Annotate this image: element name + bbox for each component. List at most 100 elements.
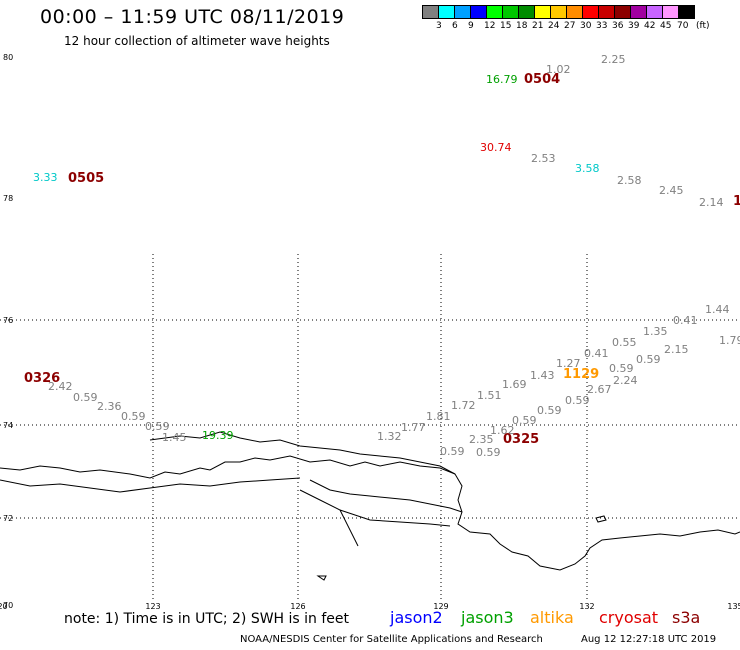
scale-label: 21	[532, 21, 544, 31]
wave-height-label: 2.42	[48, 380, 73, 393]
lat-tick-label: 72	[3, 514, 13, 523]
legend-jason3: jason3	[461, 608, 514, 627]
scale-label: 3	[436, 21, 442, 31]
lat-tick-label: 78	[3, 194, 13, 203]
wave-height-label: 0.59	[537, 404, 562, 417]
lon-tick-label: 135	[727, 602, 740, 611]
scale-label: 70	[677, 21, 689, 31]
wave-height-label: 0.59	[121, 410, 146, 423]
wave-height-label: 1.51	[477, 389, 502, 402]
graticule: 120 123 126 129 132 135 80 78 76 74 72 70	[0, 53, 740, 611]
wave-height-label: 1.72	[451, 399, 476, 412]
wave-height-label: 16.79	[486, 73, 518, 86]
wave-height-label: 2.45	[659, 184, 684, 197]
wave-height-label: 0504	[524, 72, 560, 87]
lat-tick-label: 70	[3, 601, 13, 610]
wave-height-label: 2.36	[97, 400, 122, 413]
wave-height-label: 1143	[733, 194, 740, 209]
wave-height-label: 1.32	[377, 430, 402, 443]
coastline-west	[0, 477, 301, 493]
wave-height-label: 0.55	[612, 336, 637, 349]
wave-height-label: 3.33	[33, 171, 58, 184]
wave-height-label: 0.59	[609, 362, 634, 375]
lat-tick-label: 80	[3, 53, 13, 62]
wave-height-label: 0.59	[73, 391, 98, 404]
scale-label: 27	[564, 21, 576, 31]
scale-label: 6	[452, 21, 458, 31]
scale-label: 42	[644, 21, 656, 31]
wave-height-label: 19.39	[202, 429, 234, 442]
wave-height-label: 1.35	[643, 325, 668, 338]
wave-height-label: 2.15	[664, 343, 689, 356]
wave-height-label: 2.24	[613, 374, 638, 387]
coastline-mainland	[0, 455, 740, 571]
scale-label: 39	[628, 21, 640, 31]
scale-label: 36	[612, 21, 624, 31]
legend-jason2: jason2	[390, 608, 443, 627]
wave-height-labels: 16.79 1.02 2.25 0504 30.74 2.53 3.58 2.58 2.45 2.…	[24, 53, 740, 459]
wave-height-label: 0.59	[512, 414, 537, 427]
wave-height-label: 0505	[68, 171, 104, 186]
lat-tick-label: 74	[3, 421, 13, 430]
scale-label: 12	[484, 21, 496, 31]
generated-timestamp: Aug 12 12:27:18 UTC 2019	[581, 634, 717, 645]
legend-altika: altika	[530, 608, 574, 627]
map-title: 00:00 – 11:59 UTC 08/11/2019	[40, 6, 345, 28]
wave-height-label: 2.53	[531, 152, 556, 165]
legend-s3a: s3a	[672, 608, 701, 627]
scale-label: 9	[468, 21, 474, 31]
wave-height-label: 3.58	[575, 162, 600, 175]
island	[316, 515, 607, 581]
wave-height-label: 1.02	[546, 63, 571, 76]
wave-height-label: 0326	[24, 371, 60, 386]
wave-height-label: 2.67	[587, 383, 612, 396]
wave-height-label: 1.27	[556, 357, 581, 370]
scale-label: 33	[596, 21, 608, 31]
scale-swatch	[678, 5, 695, 19]
scale-label: 30	[580, 21, 592, 31]
wave-height-label: 0.59	[565, 394, 590, 407]
legend-cryosat: cryosat	[599, 608, 659, 627]
wave-height-label: 1.79	[719, 334, 740, 347]
scale-label: (ft)	[696, 21, 710, 31]
wave-height-label: 0.41	[673, 314, 698, 327]
wave-height-label: 0.59	[145, 420, 170, 433]
wave-height-label: 0.59	[476, 446, 501, 459]
coastline-bay	[299, 479, 463, 547]
wave-height-label: 1.69	[502, 378, 527, 391]
wave-height-label: 1.43	[530, 369, 555, 382]
wave-height-label: 1.45	[162, 431, 187, 444]
footer-note: note: 1) Time is in UTC; 2) SWH is in fe…	[64, 611, 350, 627]
wave-height-label: 1.62	[490, 424, 515, 437]
wave-height-label: 2.58	[617, 174, 642, 187]
lat-tick-label: 76	[3, 316, 13, 325]
color-scale-bar	[422, 5, 695, 19]
lon-tick-label: 123	[145, 602, 160, 611]
coastline-peninsula	[149, 431, 456, 475]
wave-height-label: 0.59	[440, 445, 465, 458]
lon-tick-label: 126	[290, 602, 305, 611]
scale-label: 45	[660, 21, 672, 31]
credit-line: NOAA/NESDIS Center for Satellite Applica…	[240, 634, 543, 645]
wave-height-label: 30.74	[480, 141, 512, 154]
coastline	[0, 431, 740, 581]
wave-height-label: 2.35	[469, 433, 494, 446]
color-scale-labels: 3 6 9 12 15 18 21 24 27 30 33 36 39 42 45 70 (ft)	[422, 21, 740, 35]
wave-height-label: 1.81	[426, 410, 451, 423]
scale-label: 24	[548, 21, 560, 31]
wave-height-label: 2.25	[601, 53, 626, 66]
lon-tick-label: 120	[0, 602, 8, 611]
wave-height-label: 1.77	[401, 421, 426, 434]
scale-label: 15	[500, 21, 512, 31]
wave-height-label: 0.59	[636, 353, 661, 366]
lon-tick-label: 129	[433, 602, 448, 611]
wave-height-label: 0.41	[584, 347, 609, 360]
lon-tick-label: 132	[579, 602, 594, 611]
wave-height-label: 1.44	[705, 303, 730, 316]
scale-label: 18	[516, 21, 528, 31]
map-subtitle: 12 hour collection of altimeter wave hei…	[64, 34, 330, 48]
wave-height-label: 2.14	[699, 196, 724, 209]
wave-height-label: 1129	[563, 367, 599, 382]
